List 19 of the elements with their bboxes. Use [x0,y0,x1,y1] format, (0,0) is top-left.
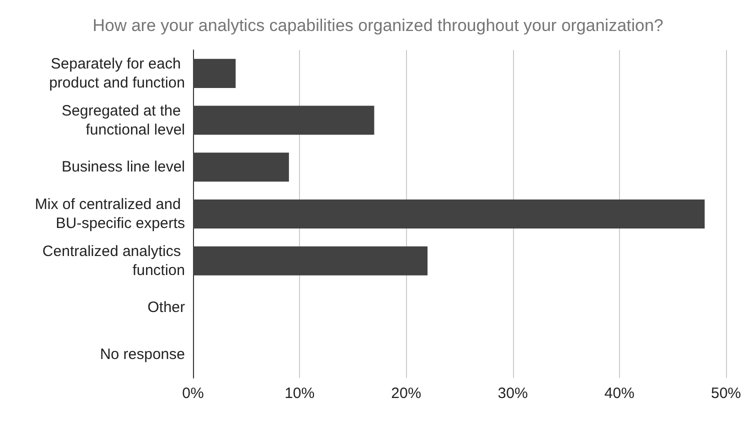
bar [193,106,374,135]
x-tick-label: 10% [284,385,315,402]
x-tick-label: 30% [498,385,528,402]
y-tick-label: Other [147,299,186,316]
bar [193,152,289,182]
chart-title: How are your analytics capabilities organized throughout your organization? [92,16,664,35]
x-tick-label: 50% [710,385,742,402]
y-tick-label: Segregated at the functional level [62,102,185,138]
bar [193,199,705,229]
x-tick-label: 20% [391,385,422,402]
x-tick-label: 40% [604,385,634,402]
bar [193,58,236,88]
y-tick-label: Separately for each product and function [49,55,185,92]
y-tick-label: No response [100,346,185,364]
bar [193,246,428,276]
x-tick-label: 0% [182,385,204,402]
y-tick-label: Centralized analytics function [42,242,185,279]
y-tick-label: Business line level [62,158,185,176]
y-tick-label: Mix of centralized and BU-specific experts [34,196,185,232]
